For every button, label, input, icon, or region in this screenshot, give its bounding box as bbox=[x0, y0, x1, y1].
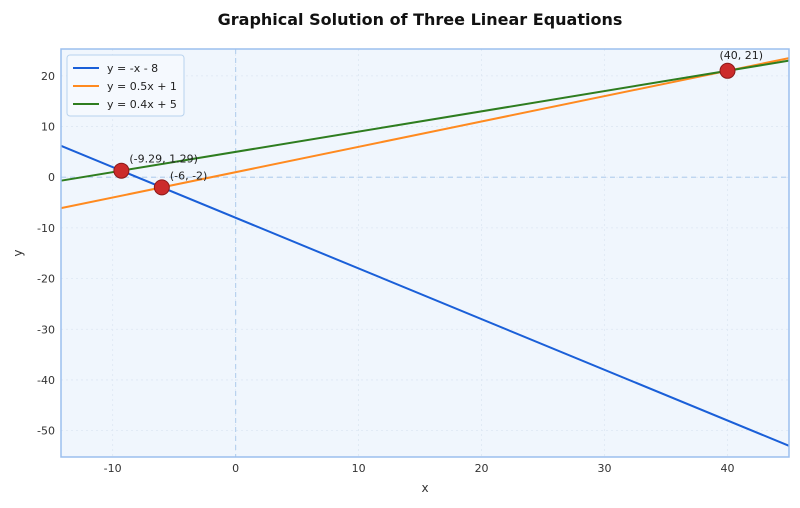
x-tick-label: -10 bbox=[104, 462, 122, 475]
y-tick-label: 10 bbox=[41, 121, 55, 134]
zero-lines bbox=[61, 49, 789, 457]
y-tick-label: 0 bbox=[48, 171, 55, 184]
x-tick-label: 40 bbox=[721, 462, 735, 475]
y-tick-label: -20 bbox=[37, 273, 55, 286]
series-line-1 bbox=[60, 57, 790, 210]
point-label: (-9.29, 1.29) bbox=[129, 153, 198, 166]
x-tick-label: 30 bbox=[598, 462, 612, 475]
legend: y = -x - 8 y = 0.5x + 1 y = 0.4x + 5 bbox=[66, 54, 185, 117]
y-tick-label: -30 bbox=[37, 323, 55, 336]
x-tick-label: 20 bbox=[475, 462, 489, 475]
plot-frame bbox=[60, 48, 790, 458]
intersection-marker bbox=[153, 179, 170, 196]
intersection-marker bbox=[113, 162, 130, 179]
legend-box bbox=[66, 54, 185, 117]
y-tick-label: -10 bbox=[37, 222, 55, 235]
point-label: (40, 21) bbox=[720, 49, 764, 62]
y-axis-ticks: -50 -40 -30 -20 -10 0 10 20 bbox=[37, 70, 55, 438]
series-lines bbox=[60, 57, 790, 447]
x-axis-ticks: -10 0 10 20 30 40 bbox=[104, 462, 735, 475]
y-tick-label: -50 bbox=[37, 425, 55, 438]
intersection-marker bbox=[719, 62, 736, 79]
intersection-points: (-9.29, 1.29) (-6, -2) (40, 21) bbox=[113, 49, 764, 196]
chart-title: Graphical Solution of Three Linear Equat… bbox=[218, 10, 623, 29]
plot-area bbox=[61, 49, 789, 457]
y-tick-label: 20 bbox=[41, 70, 55, 83]
series-line-0 bbox=[60, 144, 790, 447]
y-axis-label: y bbox=[11, 249, 25, 256]
x-axis-label: x bbox=[421, 481, 428, 495]
x-tick-label: 0 bbox=[232, 462, 239, 475]
x-tick-label: 10 bbox=[352, 462, 366, 475]
y-tick-label: -40 bbox=[37, 374, 55, 387]
legend-label: y = 0.4x + 5 bbox=[107, 98, 177, 111]
series-line-2 bbox=[60, 59, 790, 182]
legend-label: y = -x - 8 bbox=[107, 62, 158, 75]
point-label: (-6, -2) bbox=[170, 169, 208, 182]
legend-label: y = 0.5x + 1 bbox=[107, 80, 177, 93]
